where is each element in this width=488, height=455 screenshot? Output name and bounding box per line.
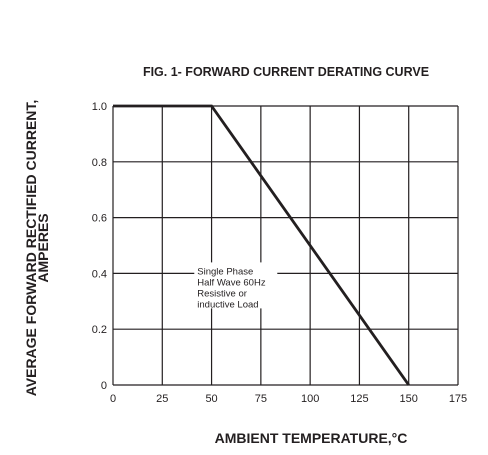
x-tick-label-50: 50	[205, 393, 217, 405]
y-tick-label-0.2: 0.2	[92, 324, 107, 336]
y-tick-label-0.6: 0.6	[92, 213, 107, 225]
tick-layer: 0 25 50 75 100 125 150 175 0 0.2 0.4 0.6 0.8 1.0	[92, 101, 467, 405]
x-tick-label-100: 100	[301, 393, 319, 405]
chart-title: FIG. 1- FORWARD CURRENT DERATING CURVE	[143, 65, 429, 79]
annotation-line-1: Single Phase	[197, 266, 253, 277]
y-axis-label-group: AVERAGE FORWARD RECTIFIED CURRENT, AMPER…	[23, 100, 51, 397]
x-axis-label: AMBIENT TEMPERATURE,°C	[215, 430, 408, 446]
x-tick-label-75: 75	[255, 393, 267, 405]
annotation-background	[194, 262, 278, 309]
x-tick-label-150: 150	[400, 393, 418, 405]
x-tick-label-0: 0	[110, 393, 116, 405]
y-axis-label-line1: AVERAGE FORWARD RECTIFIED CURRENT,	[23, 100, 39, 397]
y-tick-label-1: 1.0	[92, 101, 107, 113]
grid-layer	[112, 105, 459, 386]
series-line-0	[113, 104, 410, 386]
x-tick-label-25: 25	[156, 393, 168, 405]
y-tick-label-0.4: 0.4	[92, 268, 107, 280]
series-layer	[113, 104, 410, 386]
annotation-line-2: Half Wave 60Hz	[197, 277, 266, 288]
x-tick-label-125: 125	[350, 393, 368, 405]
y-axis-label-line2: AMPERES	[35, 213, 51, 282]
y-tick-label-0: 0	[101, 380, 107, 392]
y-tick-label-0.8: 0.8	[92, 157, 107, 169]
annotation-line-4: inductive Load	[197, 299, 258, 310]
x-tick-label-175: 175	[449, 393, 467, 405]
annotation-line-3: Resistive or	[197, 288, 247, 299]
